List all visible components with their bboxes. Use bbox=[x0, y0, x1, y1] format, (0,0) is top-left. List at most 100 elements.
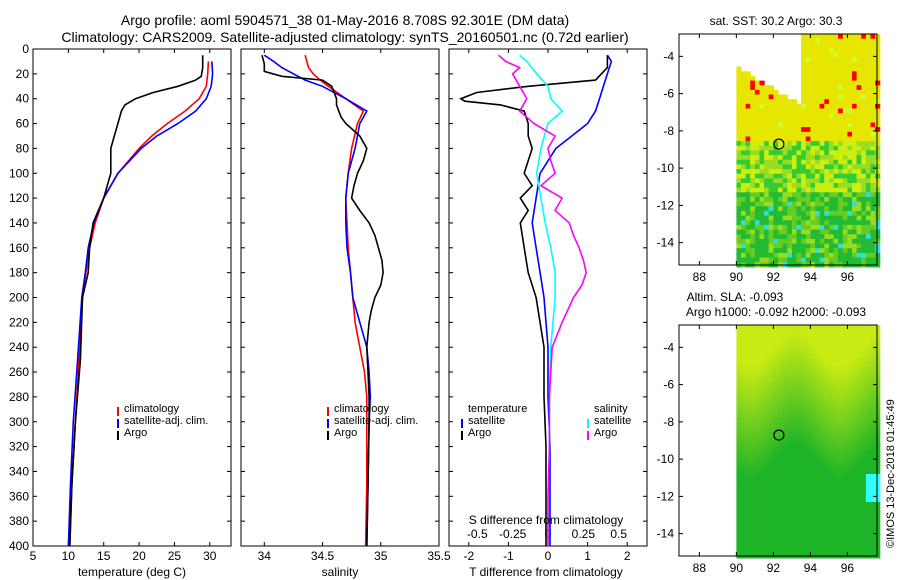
map-cell bbox=[828, 127, 835, 133]
map-cell bbox=[870, 348, 876, 354]
map-cell bbox=[778, 529, 784, 536]
map-cell bbox=[833, 362, 839, 368]
map-cell bbox=[754, 366, 761, 373]
map-cell bbox=[791, 362, 798, 368]
map-cell bbox=[875, 539, 881, 545]
map-cell bbox=[791, 136, 798, 142]
map-cell bbox=[856, 413, 862, 419]
map-cell bbox=[861, 366, 867, 373]
map-cell bbox=[810, 357, 816, 363]
map-cell bbox=[856, 34, 862, 40]
map-cell bbox=[768, 201, 774, 207]
map-cell bbox=[773, 131, 779, 138]
map-cell bbox=[861, 399, 867, 405]
map-cell bbox=[847, 122, 853, 128]
lat-tick-label: -6 bbox=[663, 87, 674, 101]
map-cell bbox=[768, 108, 774, 114]
map-cell bbox=[791, 103, 798, 110]
map-cell bbox=[847, 206, 853, 212]
map-cell bbox=[815, 108, 821, 114]
map-cell bbox=[852, 334, 858, 340]
s-tick-label: 0.25 bbox=[572, 527, 596, 541]
map-cell bbox=[782, 492, 788, 498]
map-cell bbox=[791, 122, 798, 128]
map-cell bbox=[801, 164, 807, 170]
sla-map-lat-axis: -4-6-8-10-12-14 bbox=[657, 340, 877, 541]
map-cell bbox=[736, 488, 742, 494]
map-cell bbox=[778, 155, 784, 161]
map-cell bbox=[852, 43, 858, 49]
map-cell bbox=[833, 408, 839, 415]
map-cell bbox=[852, 136, 858, 142]
map-cell bbox=[852, 455, 858, 461]
map-cell bbox=[750, 145, 756, 152]
map-cell bbox=[778, 220, 784, 226]
map-cell bbox=[741, 159, 747, 165]
map-cell bbox=[741, 252, 747, 259]
map-cell bbox=[787, 211, 793, 217]
map-cell bbox=[852, 539, 858, 545]
map-cell bbox=[870, 252, 876, 259]
map-cell bbox=[778, 511, 784, 517]
map-cell bbox=[759, 520, 765, 526]
map-cell bbox=[768, 478, 774, 484]
map-cell bbox=[787, 441, 793, 447]
map-cell bbox=[838, 427, 844, 433]
map-cell bbox=[875, 127, 881, 133]
map-cell bbox=[791, 215, 798, 221]
map-cell bbox=[764, 150, 770, 156]
map-cell bbox=[801, 220, 807, 226]
map-cell bbox=[787, 446, 793, 452]
map-cell bbox=[745, 229, 751, 235]
map-cell bbox=[768, 362, 774, 368]
map-cell bbox=[778, 329, 784, 335]
map-cell bbox=[759, 155, 765, 161]
map-cell bbox=[805, 183, 811, 189]
map-cell bbox=[861, 99, 867, 105]
map-cell bbox=[764, 122, 770, 128]
map-cell bbox=[736, 539, 742, 545]
map-cell bbox=[847, 390, 853, 396]
map-cell bbox=[810, 474, 816, 480]
map-cell bbox=[842, 534, 848, 540]
map-cell bbox=[787, 352, 793, 359]
map-cell bbox=[768, 450, 774, 456]
map-cell bbox=[810, 80, 816, 86]
y-tick-label: 200 bbox=[9, 291, 29, 305]
map-cell bbox=[828, 380, 835, 387]
map-cell bbox=[750, 525, 756, 531]
map-cell bbox=[787, 183, 793, 189]
map-cell bbox=[870, 229, 876, 235]
map-cell bbox=[736, 89, 742, 96]
map-cell bbox=[796, 201, 802, 207]
map-cell bbox=[801, 492, 807, 498]
map-cell bbox=[754, 80, 761, 86]
map-cell bbox=[759, 432, 765, 438]
map-cell bbox=[768, 145, 774, 152]
map-cell bbox=[833, 187, 839, 193]
map-cell bbox=[838, 141, 844, 147]
map-cell bbox=[778, 394, 784, 401]
legend-label-s-satellite: satellite bbox=[594, 415, 631, 427]
map-cell bbox=[791, 243, 798, 249]
map-cell bbox=[805, 515, 811, 522]
map-cell bbox=[754, 169, 761, 175]
map-cell bbox=[787, 362, 793, 368]
map-cell bbox=[847, 89, 853, 96]
map-cell bbox=[865, 352, 872, 359]
map-cell bbox=[842, 366, 848, 373]
map-cell bbox=[815, 455, 821, 461]
map-cell bbox=[842, 220, 848, 226]
map-cell bbox=[754, 502, 761, 508]
map-cell bbox=[764, 385, 770, 391]
salinity-xlabel: salinity bbox=[322, 565, 359, 579]
map-cell bbox=[768, 506, 774, 512]
map-cell bbox=[865, 366, 872, 373]
map-cell bbox=[754, 325, 761, 331]
map-cell bbox=[773, 257, 779, 263]
map-cell bbox=[745, 113, 751, 119]
map-cell bbox=[791, 436, 798, 443]
map-cell bbox=[870, 502, 876, 508]
map-cell bbox=[754, 94, 761, 100]
map-cell bbox=[838, 460, 844, 466]
